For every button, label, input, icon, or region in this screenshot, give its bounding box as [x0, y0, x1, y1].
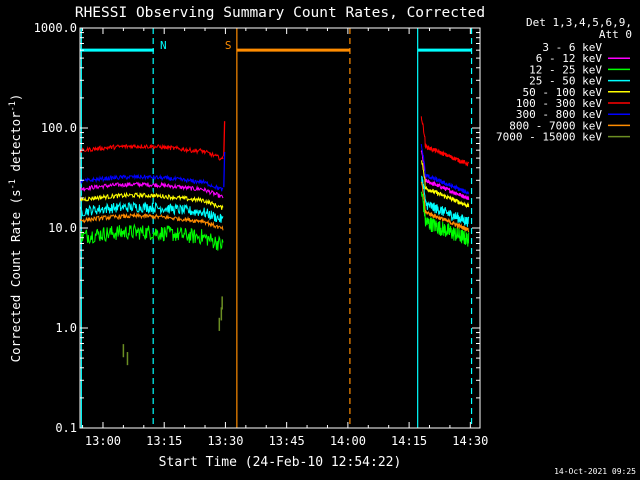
x-axis-label: Start Time (24-Feb-10 12:54:22): [159, 455, 402, 470]
x-tick-label: 13:30: [207, 434, 243, 448]
series-line-early: [80, 191, 224, 210]
series-line-early: [80, 143, 224, 161]
flag-label-n: N: [160, 39, 167, 52]
series-line-early: [80, 201, 224, 223]
legend-label: 6 - 12 keV: [536, 52, 603, 65]
legend-label: 100 - 300 keV: [516, 97, 602, 110]
y-tick-label: 1.0: [55, 321, 77, 335]
series-2: [80, 191, 470, 251]
x-axis: 13:00 13:15 13:30 13:45 14:00 14:15 14:30: [82, 28, 488, 448]
x-tick-label: 14:15: [391, 434, 427, 448]
series-1: [80, 150, 470, 201]
y-axis: 0.1 1.0 10.0 100.0 1000.0: [34, 21, 480, 435]
x-tick-label: 13:15: [146, 434, 182, 448]
legend-label: 3 - 6 keV: [542, 41, 602, 54]
legend-label: 800 - 7000 keV: [509, 119, 602, 132]
series-5: [80, 116, 470, 167]
series-line-early: [80, 173, 224, 192]
series-line-early: [80, 223, 224, 251]
legend-label: 300 - 800 keV: [516, 108, 602, 121]
y-tick-label: 1000.0: [34, 21, 77, 35]
x-tick-label: 13:45: [269, 434, 305, 448]
flag-label-s: S: [225, 39, 232, 52]
x-tick-label: 13:00: [85, 434, 121, 448]
series-line-early: [80, 212, 224, 231]
y-tick-label: 100.0: [41, 121, 77, 135]
series-line-late: [421, 175, 470, 227]
series-line-late: [420, 150, 470, 201]
legend-label: 12 - 25 keV: [529, 63, 602, 76]
series-line-late: [420, 143, 469, 196]
legend-label: 7000 - 15000 keV: [496, 131, 602, 144]
x-tick-label: 14:00: [330, 434, 366, 448]
legend-header-attenuator: Att 0: [599, 28, 632, 41]
series-line-late: [421, 160, 470, 209]
y-tick-label: 10.0: [48, 221, 77, 235]
series-6: [80, 143, 469, 196]
x-tick-label: 14:30: [452, 434, 488, 448]
series-spike: [223, 151, 226, 188]
legend-label: 50 - 100 keV: [523, 86, 603, 99]
series-spike: [223, 121, 226, 157]
footer-date: 14-Oct-2021 09:25: [554, 467, 636, 476]
y-axis-label: Corrected Count Rate (s-1 detector-1): [8, 94, 23, 363]
series-line-late: [420, 116, 470, 167]
series-line-late: [420, 191, 470, 247]
chart-title: RHESSI Observing Summary Count Rates, Co…: [75, 5, 485, 21]
series-7: [80, 181, 470, 232]
legend-header-detectors: Det 1,3,4,5,6,9,: [526, 16, 632, 29]
series-8: [122, 296, 223, 366]
series-0: [80, 155, 470, 210]
y-tick-label: 0.1: [55, 421, 77, 435]
plot-frame: [79, 27, 481, 429]
series-3: [80, 175, 470, 227]
legend-label: 25 - 50 keV: [529, 75, 602, 88]
series-4: [80, 160, 470, 210]
series-line-early: [80, 181, 224, 199]
series-line-late: [420, 181, 470, 232]
